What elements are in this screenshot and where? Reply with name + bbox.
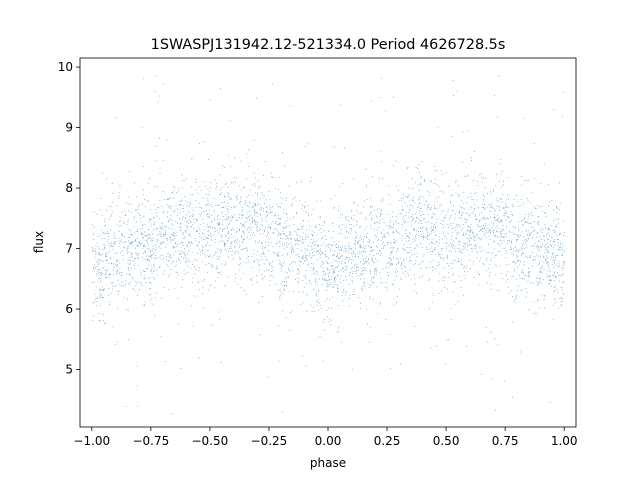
x-tick-label: −1.00 [73, 434, 110, 448]
flux-points [91, 75, 565, 414]
x-tick-label: 0.50 [433, 434, 460, 448]
y-tick-label: 7 [65, 242, 73, 256]
y-tick-label: 6 [65, 302, 73, 316]
x-axis-ticks: −1.00 −0.75 −0.50 −0.25 0.00 0.25 0.50 0.75 1.00 [73, 427, 578, 448]
x-tick-label: −0.75 [132, 434, 169, 448]
y-tick-label: 5 [65, 363, 73, 377]
data-points [91, 75, 565, 414]
y-tick-label: 10 [58, 60, 73, 74]
y-axis-label: flux [32, 231, 46, 253]
chart-title: 1SWASPJ131942.12-521334.0 Period 4626728… [151, 37, 506, 53]
x-tick-label: −0.25 [251, 434, 288, 448]
x-tick-label: 0.25 [374, 434, 401, 448]
x-axis-label: phase [310, 456, 346, 470]
y-tick-label: 8 [65, 181, 73, 195]
x-tick-label: 1.00 [551, 434, 578, 448]
x-tick-label: 0.00 [315, 434, 342, 448]
y-axis-ticks: 5 6 7 8 9 10 [58, 60, 80, 377]
x-tick-label: −0.50 [192, 434, 229, 448]
y-tick-label: 9 [65, 121, 73, 135]
x-tick-label: 0.75 [492, 434, 519, 448]
